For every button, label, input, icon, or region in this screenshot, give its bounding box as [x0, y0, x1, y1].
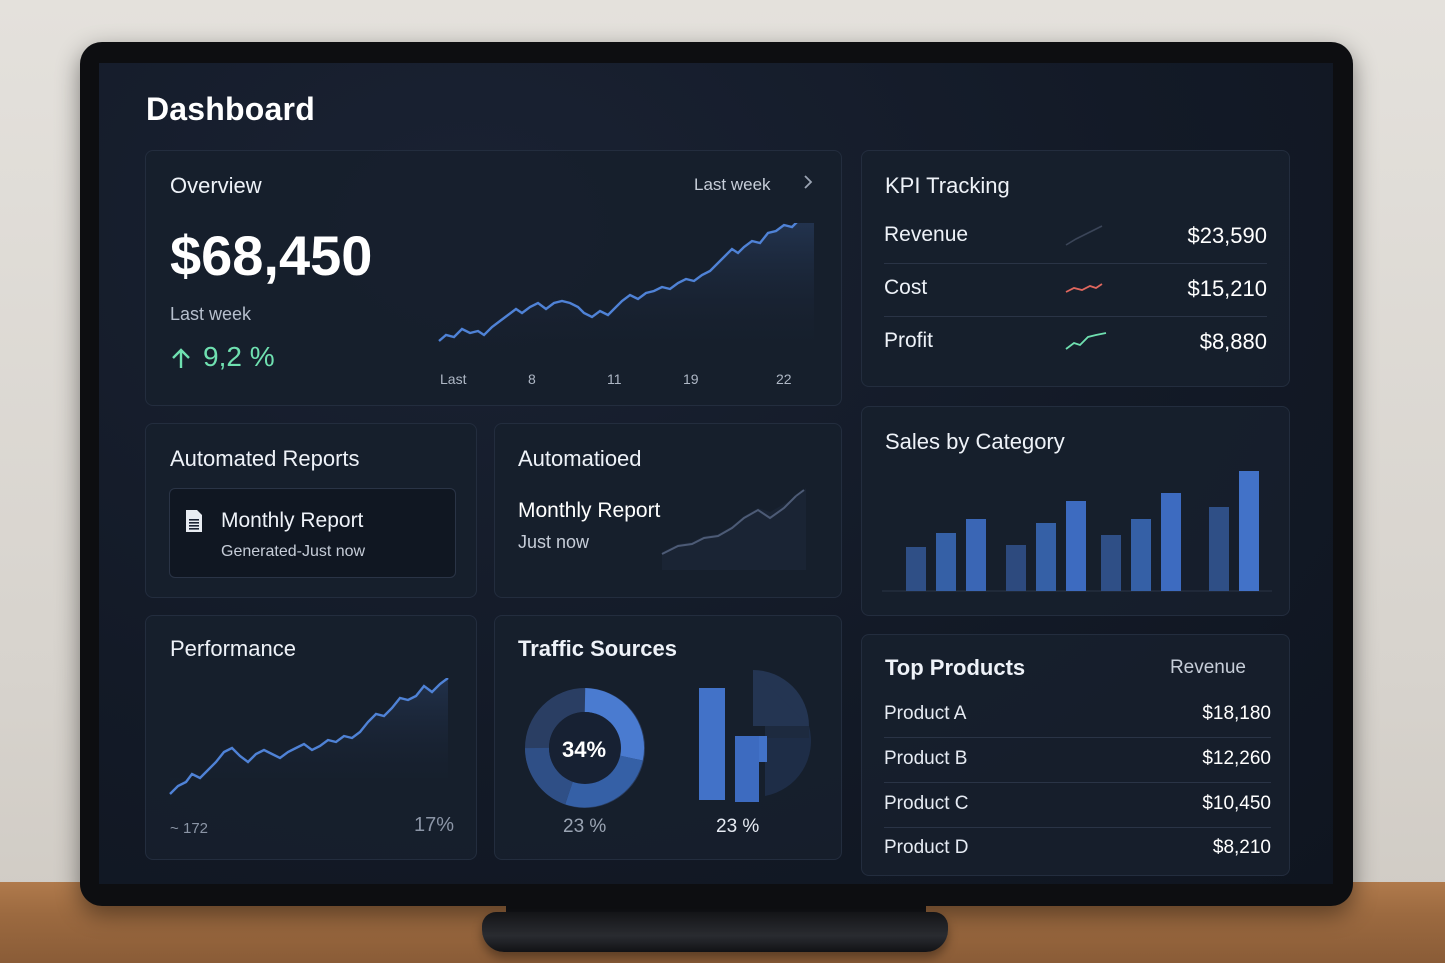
x-tick: 11: [607, 371, 622, 387]
sales-bar: [906, 547, 926, 591]
kpi-value: $15,210: [1187, 276, 1267, 301]
traffic-bar-pie-chart: [699, 670, 811, 802]
page-title: Dashboard: [146, 91, 315, 127]
sales-bar: [1101, 535, 1121, 591]
overview-card: Overview Last week $68,450 Last week 9,2…: [145, 150, 842, 406]
overview-line-chart: [438, 223, 814, 353]
sales-bar: [1239, 471, 1259, 591]
kpi-row-profit: Profit $8,880: [884, 317, 1267, 369]
report-item[interactable]: Monthly Report Generated-Just now: [169, 488, 456, 578]
kpi-label: Profit: [884, 329, 934, 352]
product-name: Product D: [884, 837, 969, 858]
products-column-header: Revenue: [1169, 657, 1246, 678]
dashboard-screen: Dashboard Overview Last week $68,450 Las…: [99, 63, 1333, 884]
reports-title: Automated Reports: [170, 446, 360, 471]
sales-bar: [966, 519, 986, 591]
sales-title: Sales by Category: [885, 429, 1065, 454]
sales-bar: [1006, 545, 1026, 591]
donut-caption: 23 %: [563, 816, 607, 837]
product-revenue: $8,210: [1212, 837, 1271, 858]
kpi-row-cost: Cost $15,210: [884, 264, 1267, 317]
kpi-value: $23,590: [1187, 223, 1267, 248]
product-row[interactable]: Product B $12,260: [884, 738, 1271, 783]
sales-bar: [1066, 501, 1086, 591]
traffic-sources-card: Traffic Sources 34% 23 % 23 %: [494, 615, 842, 860]
sales-category-card: Sales by Category: [861, 406, 1290, 616]
revenue-sparkline: [1065, 225, 1103, 246]
performance-right-label: 17%: [414, 814, 455, 836]
bar-caption: 23 %: [716, 816, 760, 837]
kpi-card: KPI Tracking Revenue $23,590 Cost $15,21…: [861, 150, 1290, 387]
x-tick: Last: [440, 371, 467, 387]
x-tick: 19: [683, 371, 699, 387]
monitor-stand-base: [482, 912, 948, 952]
arrow-up-icon: [170, 347, 192, 376]
product-name: Product B: [884, 748, 968, 769]
sales-bar: [1036, 523, 1056, 591]
sales-bar: [936, 533, 956, 591]
product-revenue: $10,450: [1202, 793, 1271, 814]
profit-sparkline: [1065, 332, 1107, 350]
range-selector[interactable]: Last week: [694, 175, 771, 194]
kpi-label: Cost: [884, 276, 928, 299]
automated-item-subtitle: Just now: [518, 532, 590, 552]
automated-title: Automatioed: [518, 446, 642, 471]
performance-left-label: 172: [183, 820, 209, 837]
kpi-value: $8,880: [1199, 329, 1267, 354]
traffic-title: Traffic Sources: [518, 636, 677, 661]
traffic-donut-chart: [525, 688, 645, 808]
x-tick: 22: [776, 371, 792, 387]
performance-title: Performance: [170, 636, 296, 661]
overview-amount: $68,450: [170, 224, 373, 287]
report-item-subtitle: Generated-Just now: [221, 543, 366, 560]
product-row[interactable]: Product C $10,450: [884, 783, 1271, 828]
top-products-card: Top Products Revenue Product A $18,180 P…: [861, 634, 1290, 876]
product-row[interactable]: Product D $8,210: [884, 827, 1271, 871]
overview-title: Overview: [170, 173, 262, 198]
product-row[interactable]: Product A $18,180: [884, 693, 1271, 738]
donut-center-label: 34%: [562, 737, 607, 762]
sales-bar: [1131, 519, 1151, 591]
performance-line-chart: [169, 678, 449, 795]
cost-sparkline: [1065, 283, 1103, 293]
performance-card: Performance ~ 172 17%: [145, 615, 477, 860]
product-revenue: $12,260: [1202, 748, 1271, 769]
automated-item-title: Monthly Report: [518, 499, 661, 522]
sales-bar-chart: [882, 471, 1272, 592]
x-tick: 8: [528, 371, 536, 387]
chevron-right-icon[interactable]: [802, 173, 814, 196]
product-name: Product C: [884, 793, 969, 814]
automated-trend-chart: [661, 488, 806, 570]
product-name: Product A: [884, 703, 967, 724]
document-icon: [184, 509, 204, 538]
automated-card: Automatioed Monthly Report Just now: [494, 423, 842, 598]
overview-period: Last week: [170, 304, 252, 324]
report-item-title: Monthly Report: [221, 509, 364, 532]
automated-reports-card: Automated Reports Monthly Report Generat…: [145, 423, 477, 598]
product-revenue: $18,180: [1202, 703, 1271, 724]
kpi-row-revenue: Revenue $23,590: [884, 211, 1267, 264]
kpi-title: KPI Tracking: [885, 173, 1010, 198]
wave-icon: ~: [170, 820, 179, 837]
products-title: Top Products: [885, 655, 1026, 680]
sales-bar: [1161, 493, 1181, 591]
overview-change: 9,2 %: [203, 341, 275, 372]
sales-bar: [1209, 507, 1229, 591]
kpi-label: Revenue: [884, 223, 969, 246]
